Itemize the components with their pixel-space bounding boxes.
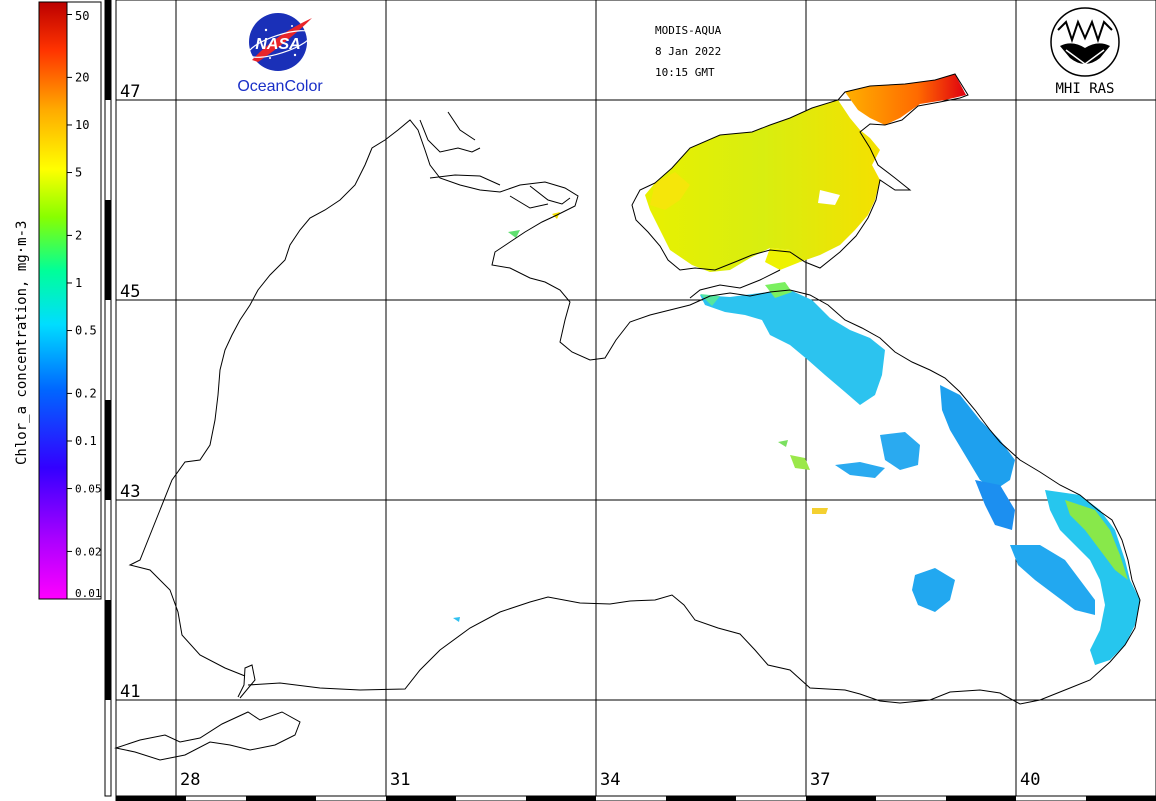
colorbar-tick-label: 2: [75, 228, 82, 242]
latitude-label: 47: [120, 82, 140, 102]
longitude-label: 40: [1020, 770, 1040, 790]
latitude-labels: 47 45 43 41: [120, 82, 140, 702]
longitude-labels: 28 31 34 37 40: [180, 770, 1040, 790]
bottom-scale-bar: [115, 795, 1156, 801]
colorbar-tick-label: 0.1: [75, 434, 97, 448]
colorbar-gradient: [38, 1, 68, 600]
longitude-label: 31: [390, 770, 410, 790]
colorbar-tick-label: 5: [75, 166, 82, 180]
longitude-label: 28: [180, 770, 200, 790]
coastal-chlorophyll: [453, 212, 1140, 665]
colorbar-tick-label: 10: [75, 118, 89, 132]
colorbar-tick-label: 0.2: [75, 386, 97, 400]
colorbar-tick-panel: [66, 1, 102, 600]
colorbar-tick-label: 20: [75, 70, 89, 84]
latitude-label: 45: [120, 282, 140, 302]
acquisition-date: 8 Jan 2022: [655, 45, 721, 58]
colorbar-tick-label: 0.5: [75, 324, 97, 338]
acquisition-time: 10:15 GMT: [655, 66, 715, 79]
graticule: [116, 0, 1156, 796]
colorbar-tick-label: 0.01: [75, 587, 102, 600]
oceancolor-label: OceanColor: [237, 78, 323, 95]
latitude-label: 41: [120, 682, 140, 702]
longitude-label: 34: [600, 770, 620, 790]
colorbar: 50 20 10 5 2 1 0.5 0.2 0.1 0.05 0.02 0.01: [38, 1, 102, 600]
latitude-label: 43: [120, 482, 140, 502]
longitude-label: 37: [810, 770, 830, 790]
acquisition-info: MODIS-AQUA 8 Jan 2022 10:15 GMT: [655, 24, 722, 79]
legend-title: Chlor_a concentration, mg·m-3: [14, 221, 30, 465]
colorbar-tick-label: 0.05: [75, 483, 102, 496]
colorbar-tick-label: 1: [75, 276, 82, 290]
map-frame: [115, 0, 1156, 797]
mhi-emblem-icon: [1050, 7, 1120, 77]
sensor-name: MODIS-AQUA: [655, 24, 722, 37]
azov-chlorophyll: [645, 74, 966, 272]
colorbar-tick-label: 50: [75, 9, 89, 23]
colorbar-tick-label: 0.02: [75, 545, 102, 558]
coastline: [114, 73, 1141, 761]
nasa-wordmark: NASA: [255, 36, 300, 53]
mhi-ras-logo: MHI RAS: [1050, 7, 1120, 97]
nasa-logo: NASA OceanColor: [237, 13, 323, 95]
left-scale-bar: [104, 0, 112, 797]
mhi-ras-label: MHI RAS: [1055, 81, 1114, 97]
colorbar-ticks: 50 20 10 5 2 1 0.5 0.2 0.1 0.05 0.02 0.01: [67, 9, 102, 600]
